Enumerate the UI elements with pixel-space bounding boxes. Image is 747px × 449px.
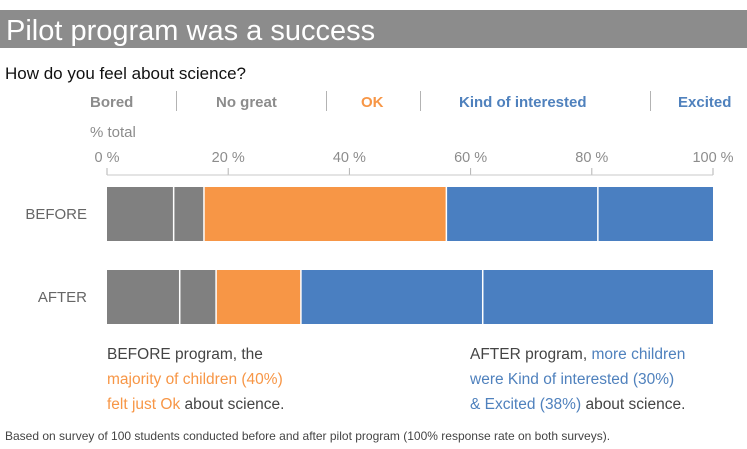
bar-segment-ok [203,187,447,241]
before-note: BEFORE program, the majority of children… [107,342,337,417]
bar-segment-no-great [173,187,204,241]
x-tick-label: 60 % [454,150,487,166]
before-note-highlight: felt just Ok [107,396,181,413]
x-tick-label: 80 % [575,150,608,166]
legend-separator [420,91,421,111]
after-note-plain: AFTER program, [470,346,592,363]
legend-separator [650,91,651,111]
footnote: Based on survey of 100 students conducte… [5,429,611,443]
after-note-highlight: more children [591,346,686,363]
after-note-line1: AFTER program, more children [470,342,730,367]
x-tick-label: 40 % [333,150,366,166]
before-note-line2: majority of children (40%) [107,371,283,388]
bar-segment-ok [216,270,301,324]
chart-title: Pilot program was a success [6,15,376,47]
after-note-rest: about science. [581,396,686,413]
chart-subtitle: How do you feel about science? [5,64,246,83]
after-note-line3: & Excited (38%) about science. [470,392,730,417]
x-axis-unit-label: % total [90,124,136,141]
bar-segment-excited [482,270,713,324]
before-note-line3: felt just Ok about science. [107,392,337,417]
before-note-rest: about science. [180,396,285,413]
legend-separator [326,91,327,111]
legend-ok: OK [361,94,384,111]
after-note: AFTER program, more children were Kind o… [470,342,730,417]
after-note-highlight2: & Excited (38%) [470,396,582,413]
legend-separator [176,91,177,111]
x-tick-label: 20 % [212,150,245,166]
before-note-line1: BEFORE program, the [107,346,263,363]
x-tick-label: 0 % [95,150,120,166]
bar-segment-kind-of-interested [300,270,483,324]
bar-segment-bored [107,187,174,241]
after-note-line2: were Kind of interested (30%) [470,371,675,388]
x-tick-label: 100 % [692,150,733,166]
bar-segment-excited [597,187,713,241]
category-label: AFTER [38,289,87,306]
legend-no-great: No great [216,94,277,111]
legend-excited: Excited [678,94,732,111]
bar-segment-kind-of-interested [446,187,598,241]
legend-bored: Bored [90,94,134,111]
title-bar [0,10,747,48]
bar-segment-no-great [179,270,217,324]
bar-segment-bored [107,270,180,324]
legend-kind-of-interested: Kind of interested [459,94,587,111]
category-label: BEFORE [25,206,87,223]
